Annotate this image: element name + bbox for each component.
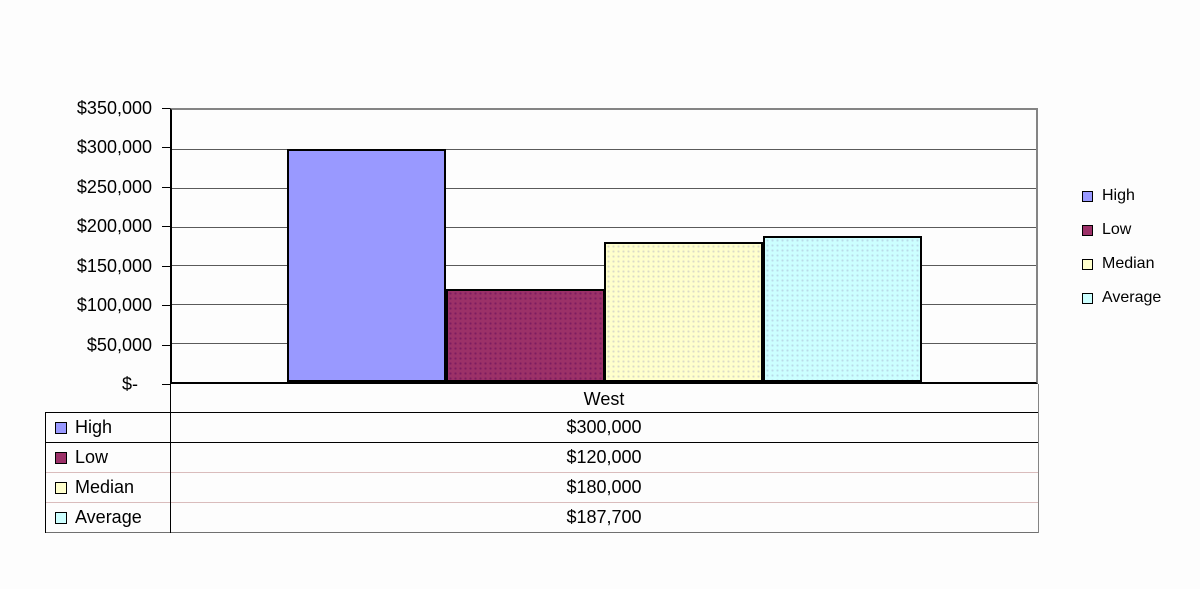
table-row-label-low: Low xyxy=(46,443,169,472)
y-axis-tick-label: $- xyxy=(121,374,138,394)
y-axis-tick xyxy=(162,266,170,267)
y-axis-tick xyxy=(162,384,170,385)
legend: High Low Median Average xyxy=(1082,187,1162,325)
legend-key-average-icon xyxy=(1082,292,1093,304)
table-row-name: Median xyxy=(75,477,135,497)
y-axis-tick-label: $150,000 xyxy=(76,256,152,276)
y-axis-tick-label: $100,000 xyxy=(76,295,152,315)
legend-item-high: High xyxy=(1082,187,1161,204)
table-row-label-median: Median xyxy=(46,473,169,502)
bar-low xyxy=(446,289,605,382)
legend-item-median: Median xyxy=(1082,255,1161,272)
legend-label: High xyxy=(1102,187,1135,204)
bar-average xyxy=(763,236,922,382)
y-axis-tick xyxy=(162,108,170,109)
table-line xyxy=(45,412,46,533)
table-cell-value: $187,700 xyxy=(566,507,642,527)
table-row-name: Average xyxy=(75,507,142,527)
table-key-average-icon xyxy=(55,511,67,524)
y-axis-tick xyxy=(162,147,170,148)
legend-key-low-icon xyxy=(1082,224,1093,236)
legend-label: Low xyxy=(1102,221,1132,238)
table-cell-value: $180,000 xyxy=(566,477,642,497)
y-axis-tick-label: $350,000 xyxy=(76,98,152,118)
legend-item-average: Average xyxy=(1082,289,1162,306)
table-cell-value: $120,000 xyxy=(566,447,642,467)
table-cell-value: $300,000 xyxy=(566,417,642,437)
y-axis-tick-label: $200,000 xyxy=(76,216,152,236)
gridline xyxy=(172,149,1036,150)
table-line xyxy=(45,532,1038,533)
y-axis-tick-label: $50,000 xyxy=(86,335,152,355)
table-row-label-high: High xyxy=(46,413,169,442)
legend-key-median-icon xyxy=(1082,258,1093,270)
table-line xyxy=(45,502,1038,503)
y-axis-tick xyxy=(162,226,170,227)
legend-key-high-icon xyxy=(1082,190,1093,202)
bar-high xyxy=(287,149,446,382)
y-axis-tick xyxy=(162,187,170,188)
table-row-name: Low xyxy=(75,447,109,467)
gridline xyxy=(172,227,1036,228)
table-line xyxy=(170,384,171,533)
table-line xyxy=(45,442,1038,443)
table-line xyxy=(1038,384,1039,533)
legend-item-low: Low xyxy=(1082,221,1161,238)
table-row-name: High xyxy=(75,417,113,437)
y-axis-tick xyxy=(162,345,170,346)
table-row-label-average: Average xyxy=(46,503,169,532)
table-key-median-icon xyxy=(55,481,67,494)
y-axis-tick xyxy=(162,305,170,306)
legend-label: Median xyxy=(1102,255,1155,272)
plot-area xyxy=(170,108,1038,384)
gridline xyxy=(172,188,1036,189)
legend-label: Average xyxy=(1102,289,1162,306)
table-line xyxy=(45,412,1038,413)
table-key-high-icon xyxy=(55,421,67,434)
y-axis-tick-label: $300,000 xyxy=(76,137,152,157)
table-line xyxy=(45,472,1038,473)
bar-median xyxy=(604,242,763,382)
category-axis-label: West xyxy=(583,389,625,409)
y-axis-tick-label: $250,000 xyxy=(76,177,152,197)
table-key-low-icon xyxy=(55,451,67,464)
